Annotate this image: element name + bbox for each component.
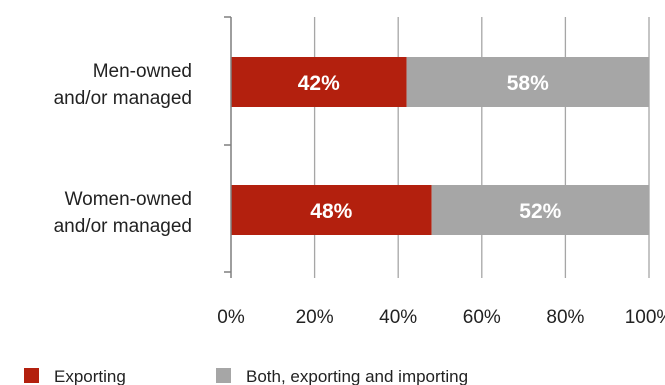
- legend: Exporting Both, exporting and importing: [24, 367, 468, 385]
- bar-segment: [406, 57, 649, 107]
- x-tick-label: 20%: [296, 307, 334, 328]
- bar-value-label: 48%: [310, 200, 352, 223]
- bar-value-label: 58%: [507, 72, 549, 95]
- x-tick-labels: 0% 20% 40% 60% 80% 100%: [217, 307, 665, 328]
- bar-segment: [231, 185, 432, 235]
- category-labels: Men-owned and/or managed Women-owned and/or…: [54, 61, 192, 237]
- legend-swatch: [216, 368, 231, 383]
- bars: 42% 58% 48% 52%: [231, 57, 649, 235]
- category-label: Men-owned and/or managed: [54, 61, 192, 109]
- legend-label: Both, exporting and importing: [246, 367, 468, 385]
- bar-segment: [431, 185, 649, 235]
- x-tick-label: 40%: [379, 307, 417, 328]
- bar-value-label: 52%: [519, 200, 561, 223]
- y-axis: [224, 16, 232, 278]
- bar-value-label: 42%: [298, 72, 340, 95]
- gridlines: [313, 17, 650, 278]
- x-tick-label: 100%: [625, 307, 665, 328]
- category-label: Women-owned and/or managed: [54, 189, 192, 237]
- x-tick-label: 60%: [463, 307, 501, 328]
- bar-segment: [231, 57, 407, 107]
- legend-label: Exporting: [54, 367, 126, 385]
- legend-swatch: [24, 368, 39, 383]
- x-tick-label: 0%: [217, 307, 245, 328]
- x-tick-label: 80%: [546, 307, 584, 328]
